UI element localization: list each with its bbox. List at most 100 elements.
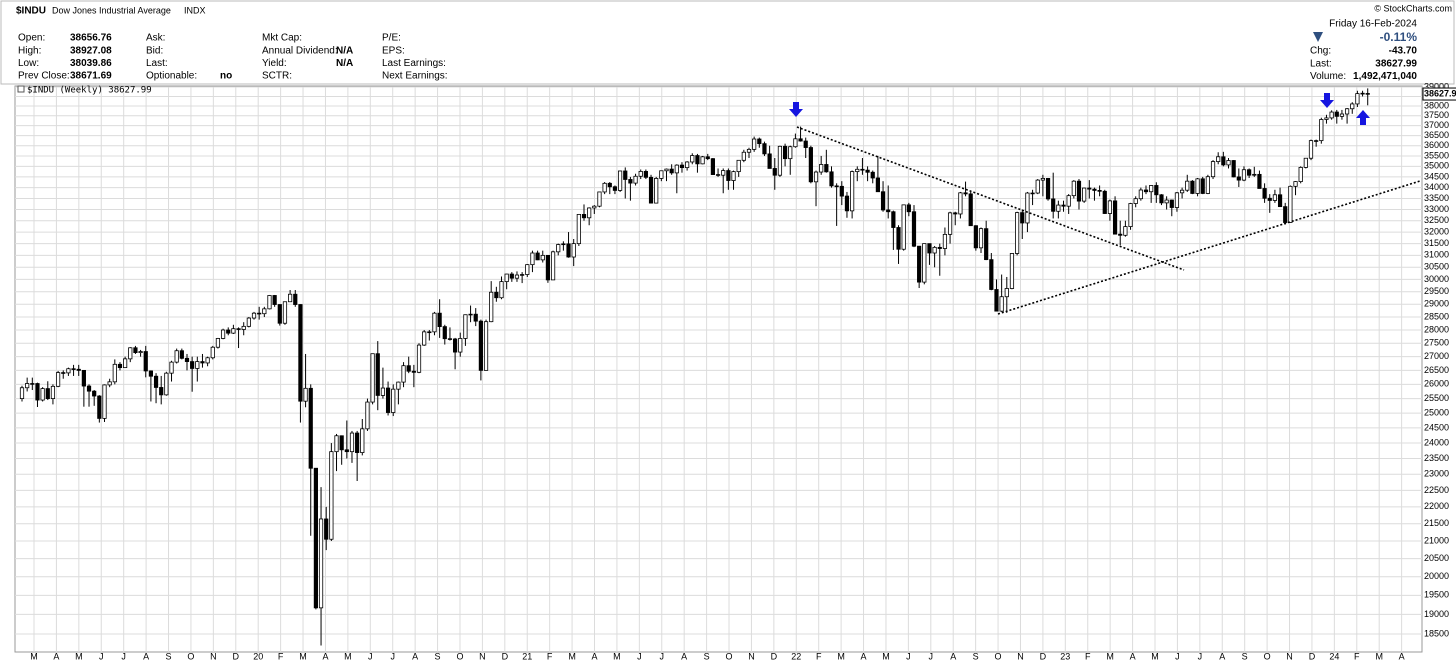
candle-body — [1102, 190, 1107, 214]
up-arrow — [1356, 110, 1370, 125]
candle-body — [963, 192, 968, 195]
x-tick-label: O — [1264, 651, 1271, 661]
candle-body — [25, 383, 30, 389]
y-tick-label: 29000 — [1424, 299, 1449, 309]
candle-body — [1045, 178, 1051, 200]
candle-body — [1226, 160, 1231, 166]
candle-body — [989, 259, 994, 290]
candle-body — [385, 387, 391, 413]
candle-body — [499, 281, 504, 299]
x-tick-label: J — [99, 651, 104, 661]
x-tick-label: A — [861, 651, 867, 661]
candle-body — [406, 365, 411, 372]
candle-body — [984, 228, 989, 261]
candle-body — [1082, 187, 1087, 202]
candle-body — [236, 328, 241, 330]
candle-body — [360, 428, 365, 453]
candle-body — [1174, 192, 1180, 208]
candle-body — [375, 353, 380, 396]
candle-body — [994, 289, 999, 312]
y-tick-label: 19500 — [1424, 590, 1449, 600]
down-arrow — [1320, 93, 1334, 108]
x-tick-label: A — [681, 651, 687, 661]
y-tick-label: 35500 — [1424, 150, 1449, 160]
candle-body — [721, 170, 726, 176]
y-tick-label: 33000 — [1424, 204, 1449, 214]
candle-body — [819, 164, 824, 173]
candle-body — [1071, 180, 1076, 197]
candle-body — [628, 179, 633, 184]
x-tick-label: N — [748, 651, 755, 661]
x-tick-label: A — [1219, 651, 1225, 661]
field-label: Prev Close: — [18, 71, 70, 82]
y-tick-label: 23000 — [1424, 469, 1449, 479]
x-tick-label: M — [30, 651, 38, 661]
field-label: Yield: — [262, 58, 287, 69]
candle-body — [298, 304, 303, 402]
x-tick-label: N — [1017, 651, 1024, 661]
y-tick-label: 24500 — [1424, 422, 1449, 432]
candle-body — [1360, 92, 1365, 95]
candle-body — [1231, 160, 1236, 178]
candle-body — [746, 148, 752, 153]
candle-body — [463, 314, 468, 339]
candle-body — [839, 185, 844, 197]
candle-body — [504, 273, 509, 283]
candle-body — [937, 246, 942, 249]
candle-body — [1216, 156, 1221, 162]
candle-body — [483, 321, 489, 371]
candle-body — [958, 192, 963, 215]
candle-body — [282, 301, 288, 324]
candle-body — [1221, 156, 1226, 166]
y-tick-label: 26000 — [1424, 379, 1449, 389]
field-value: N/A — [336, 58, 353, 69]
candle-body — [1303, 157, 1308, 168]
candle-body — [679, 164, 685, 169]
candle-body — [416, 344, 422, 373]
x-tick-label: M — [882, 651, 890, 661]
candle-body — [1097, 190, 1102, 192]
stat-value: -43.70 — [1389, 46, 1418, 57]
y-tick-label: 22500 — [1424, 485, 1449, 495]
stat-label: Volume: — [1310, 71, 1346, 82]
stat-value: 1,492,471,040 — [1353, 71, 1417, 82]
header-box — [0, 0, 1455, 85]
candle-body — [391, 388, 396, 413]
candle-body — [1344, 108, 1350, 115]
x-tick-label: M — [75, 651, 83, 661]
candle-body — [117, 363, 123, 369]
candle-body — [1339, 113, 1345, 117]
x-tick-label: M — [299, 651, 307, 661]
candle-body — [179, 350, 184, 359]
candle-body — [1329, 111, 1334, 119]
candle-body — [1051, 198, 1056, 212]
candle-body — [148, 370, 153, 377]
candle-body — [200, 361, 205, 364]
candle-body — [674, 164, 679, 174]
candle-body — [638, 171, 643, 177]
candle-body — [550, 251, 556, 281]
candle-body — [205, 357, 210, 364]
candle-body — [1123, 226, 1128, 236]
candle-body — [1324, 117, 1329, 120]
candle-body — [1200, 178, 1205, 194]
candle-body — [432, 312, 437, 333]
candle-body — [272, 295, 277, 305]
candle-body — [700, 156, 705, 165]
candle-body — [911, 211, 917, 247]
security-name: Dow Jones Industrial Average — [52, 5, 171, 15]
candle-body — [1056, 204, 1061, 212]
candle-body — [1288, 185, 1293, 223]
candle-body — [602, 182, 607, 193]
candle-body — [798, 138, 803, 142]
candle-body — [313, 467, 318, 609]
candle-body — [1365, 93, 1370, 95]
candle-body — [169, 361, 174, 374]
x-tick-label: S — [1242, 651, 1248, 661]
candle-body — [891, 211, 896, 228]
candle-body — [690, 155, 695, 163]
candle-body — [288, 293, 293, 303]
candle-body — [1350, 103, 1355, 110]
y-tick-label: 25500 — [1424, 393, 1449, 403]
candle-body — [520, 274, 525, 276]
